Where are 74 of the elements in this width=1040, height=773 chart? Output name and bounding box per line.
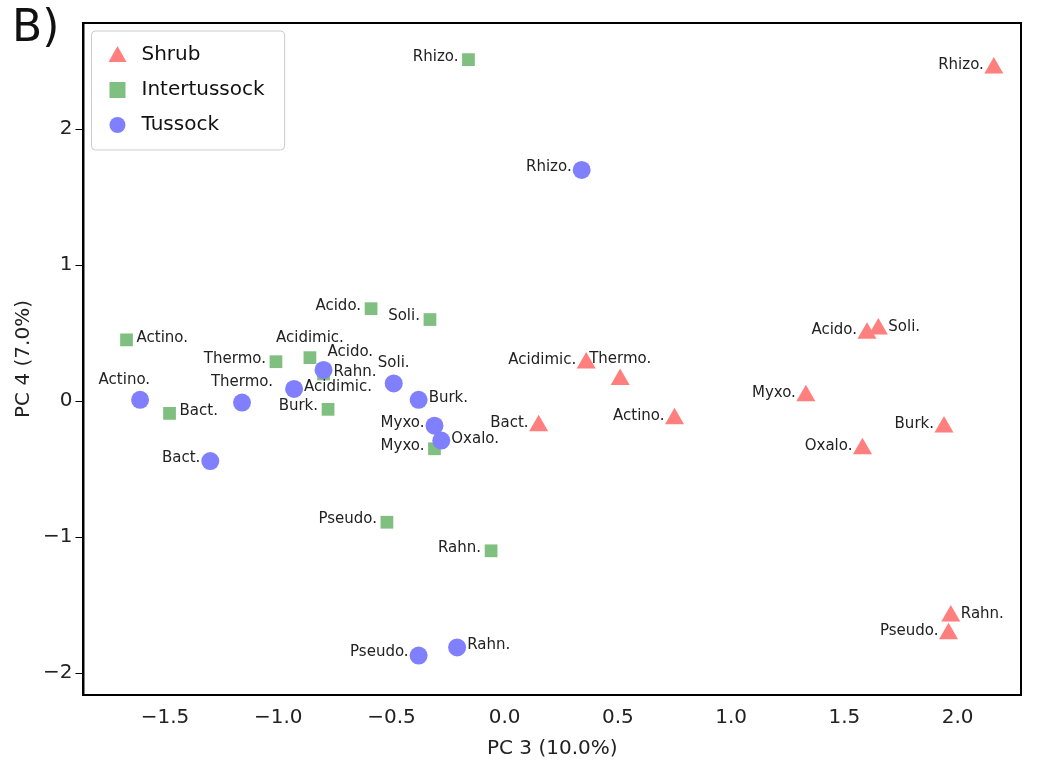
- annotation: Acido.: [315, 295, 362, 314]
- annotation: Pseudo.: [879, 620, 939, 639]
- y-tick-label: 2: [59, 115, 73, 140]
- point: [384, 374, 403, 393]
- annotation: Burk.: [278, 396, 319, 415]
- y-tick-label: 1: [59, 251, 73, 276]
- point: [321, 402, 335, 416]
- annotation: Bact.: [490, 412, 529, 431]
- point: [303, 351, 317, 364]
- point: [201, 452, 220, 471]
- annotation: Oxalo.: [804, 435, 853, 454]
- point: [409, 646, 428, 665]
- legend-label: Tussock: [140, 111, 220, 136]
- annotation: Rahn.: [467, 635, 511, 654]
- x-tick-label: 1.0: [715, 704, 748, 729]
- annotation: Soli.: [377, 353, 410, 372]
- y-tick-label: 0: [59, 387, 73, 412]
- legend-label: Shrub: [141, 41, 201, 66]
- annotation: Burk.: [428, 387, 469, 406]
- x-tick-label: 2.0: [941, 704, 974, 729]
- annotation: Actino.: [98, 369, 151, 388]
- x-tick-label: 0.5: [602, 704, 634, 729]
- annotation: Thermo.: [202, 348, 266, 367]
- annotation: Acido.: [811, 320, 858, 339]
- point: [131, 390, 150, 409]
- y-tick-label: −2: [43, 659, 73, 684]
- annotation: Pseudo.: [318, 509, 377, 528]
- annotation: Burk.: [894, 413, 935, 432]
- point: [484, 544, 498, 558]
- point: [572, 160, 591, 179]
- annotation: Bact.: [161, 447, 201, 466]
- point: [364, 302, 378, 316]
- x-axis-title: PC 3 (10.0%): [486, 735, 618, 760]
- annotation: Rhizo.: [526, 156, 572, 175]
- annotation: Thermo.: [209, 372, 274, 391]
- point: [285, 379, 304, 398]
- y-axis-title: PC 4 (7.0%): [10, 300, 35, 418]
- annotation: Actino.: [136, 327, 188, 346]
- x-tick-label: 0.0: [488, 704, 521, 729]
- annotation: Soli.: [888, 316, 921, 335]
- point: [380, 515, 394, 529]
- x-tick-label: −0.5: [367, 704, 416, 729]
- annotation: Rhizo.: [938, 54, 984, 73]
- annotation: Rhizo.: [412, 46, 459, 65]
- point: [314, 360, 333, 379]
- x-tick-label: −1.5: [140, 704, 190, 729]
- point: [448, 638, 467, 657]
- annotation: Soli.: [388, 306, 420, 325]
- x-tick-label: −1.0: [253, 704, 303, 729]
- annotation: Myxo.: [380, 412, 425, 431]
- point: [233, 393, 251, 412]
- chart-title: B): [12, 0, 60, 51]
- legend-label: Intertussock: [141, 76, 266, 101]
- point: [425, 416, 444, 435]
- annotation: Thermo.: [588, 349, 652, 368]
- annotation: Acidimic.: [508, 349, 577, 368]
- annotation: Myxo.: [751, 382, 796, 401]
- annotation: Myxo.: [380, 435, 425, 454]
- annotation: Pseudo.: [350, 642, 409, 661]
- point: [409, 390, 428, 409]
- point: [269, 355, 283, 369]
- annotation: Rahn.: [960, 603, 1004, 622]
- point: [423, 313, 437, 326]
- point: [462, 53, 475, 67]
- annotation: Actino.: [613, 405, 665, 424]
- x-tick-label: 1.5: [828, 704, 861, 729]
- annotation: Rahn.: [438, 537, 482, 556]
- annotation: Bact.: [179, 401, 218, 420]
- annotation: Oxalo.: [451, 428, 500, 447]
- point: [163, 407, 176, 420]
- point: [120, 333, 133, 347]
- annotation: Acido.: [327, 341, 374, 360]
- point: [432, 431, 451, 450]
- y-tick-label: −1: [43, 523, 73, 548]
